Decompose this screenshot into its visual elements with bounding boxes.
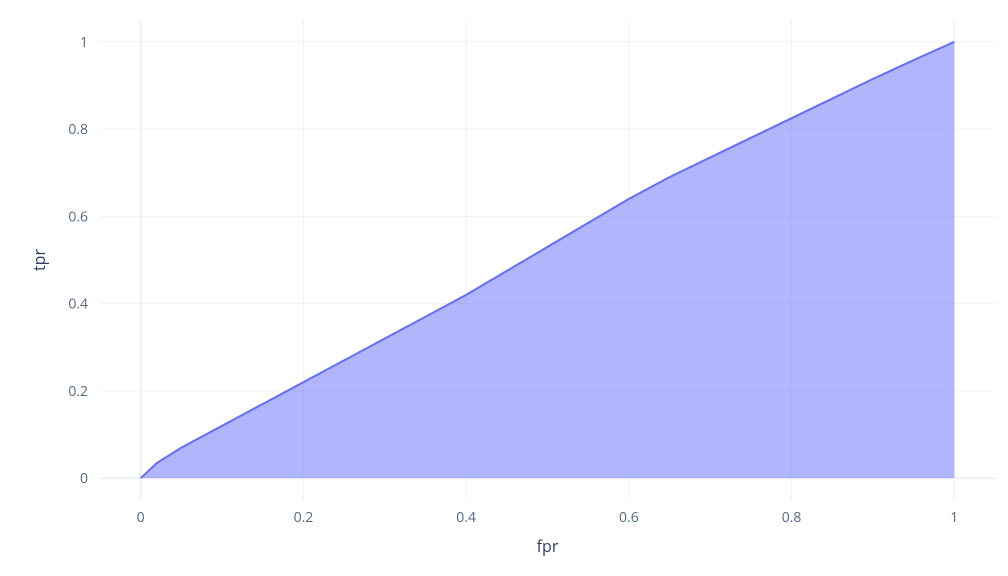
y-tick-label: 0.2: [68, 382, 88, 401]
roc-chart: 0 0.2 0.4 0.6 0.8 1 0 0.2 0.4 0.6 0.8 1 fpr tpr: [0, 0, 1008, 576]
chart-svg: 0 0.2 0.4 0.6 0.8 1 0 0.2 0.4 0.6 0.8 1 fpr tpr: [0, 0, 1008, 576]
x-tick-label: 0.4: [456, 508, 476, 527]
y-tick-label: 1: [80, 33, 88, 52]
y-tick-label: 0.6: [68, 207, 88, 226]
y-tick-label: 0.4: [68, 295, 88, 314]
x-tick-label: 1: [950, 508, 958, 527]
y-tick-label: 0.8: [68, 120, 88, 139]
x-tick-label: 0.6: [619, 508, 639, 527]
y-axis-title: tpr: [28, 249, 50, 271]
x-tick-label: 0.8: [782, 508, 802, 527]
x-axis-title: fpr: [537, 535, 559, 557]
x-tick-label: 0.2: [294, 508, 314, 527]
x-tick-label: 0: [137, 508, 145, 527]
y-tick-label: 0: [80, 469, 88, 488]
